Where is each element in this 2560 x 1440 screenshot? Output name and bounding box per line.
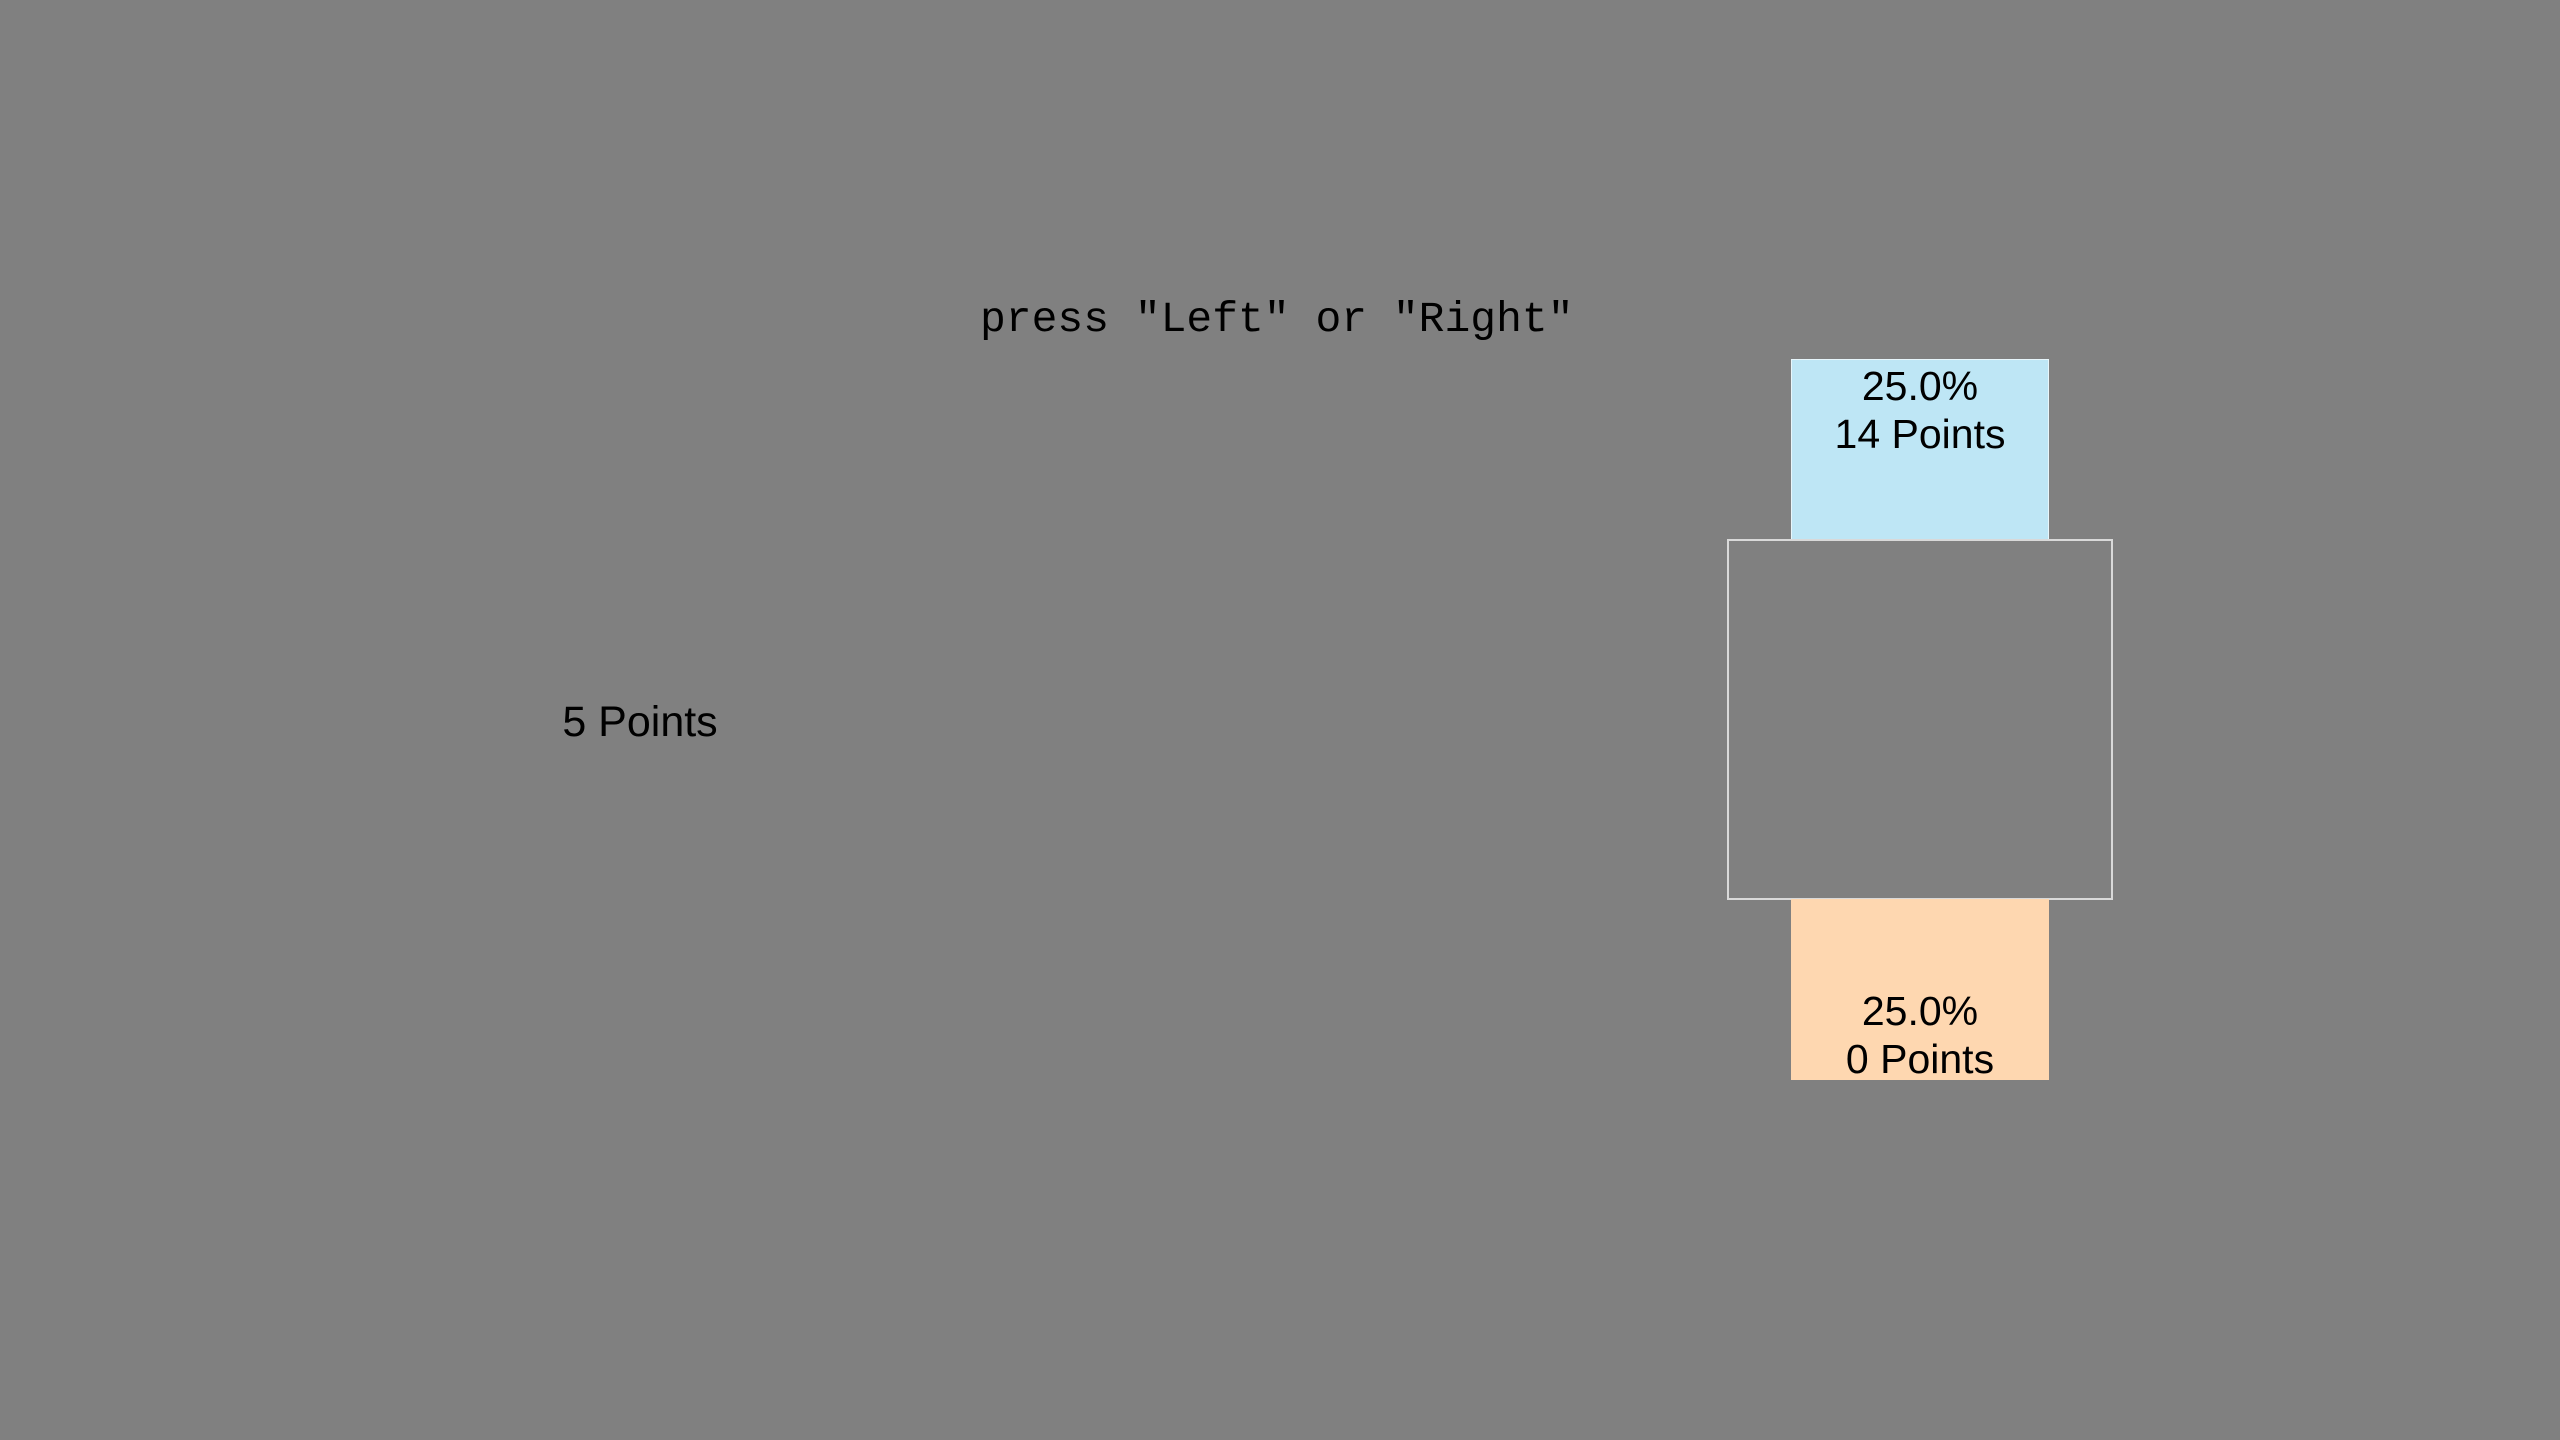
gamble-top-points: 14 Points bbox=[1834, 411, 2006, 457]
instruction-text: press "Left" or "Right" bbox=[980, 295, 1574, 344]
gamble-top-probability: 25.0% bbox=[1861, 363, 1979, 409]
gamble-hidden-outcome-frame bbox=[1727, 539, 2113, 900]
sure-option-label: 5 Points bbox=[562, 698, 718, 746]
gamble-bottom-outcome: 25.0% 0 Points bbox=[1791, 899, 2049, 1082]
gamble-bottom-probability: 25.0% bbox=[1861, 988, 1979, 1034]
gamble-top-outcome: 25.0% 14 Points bbox=[1791, 359, 2049, 540]
gamble-bottom-points: 0 Points bbox=[1845, 1036, 1995, 1082]
